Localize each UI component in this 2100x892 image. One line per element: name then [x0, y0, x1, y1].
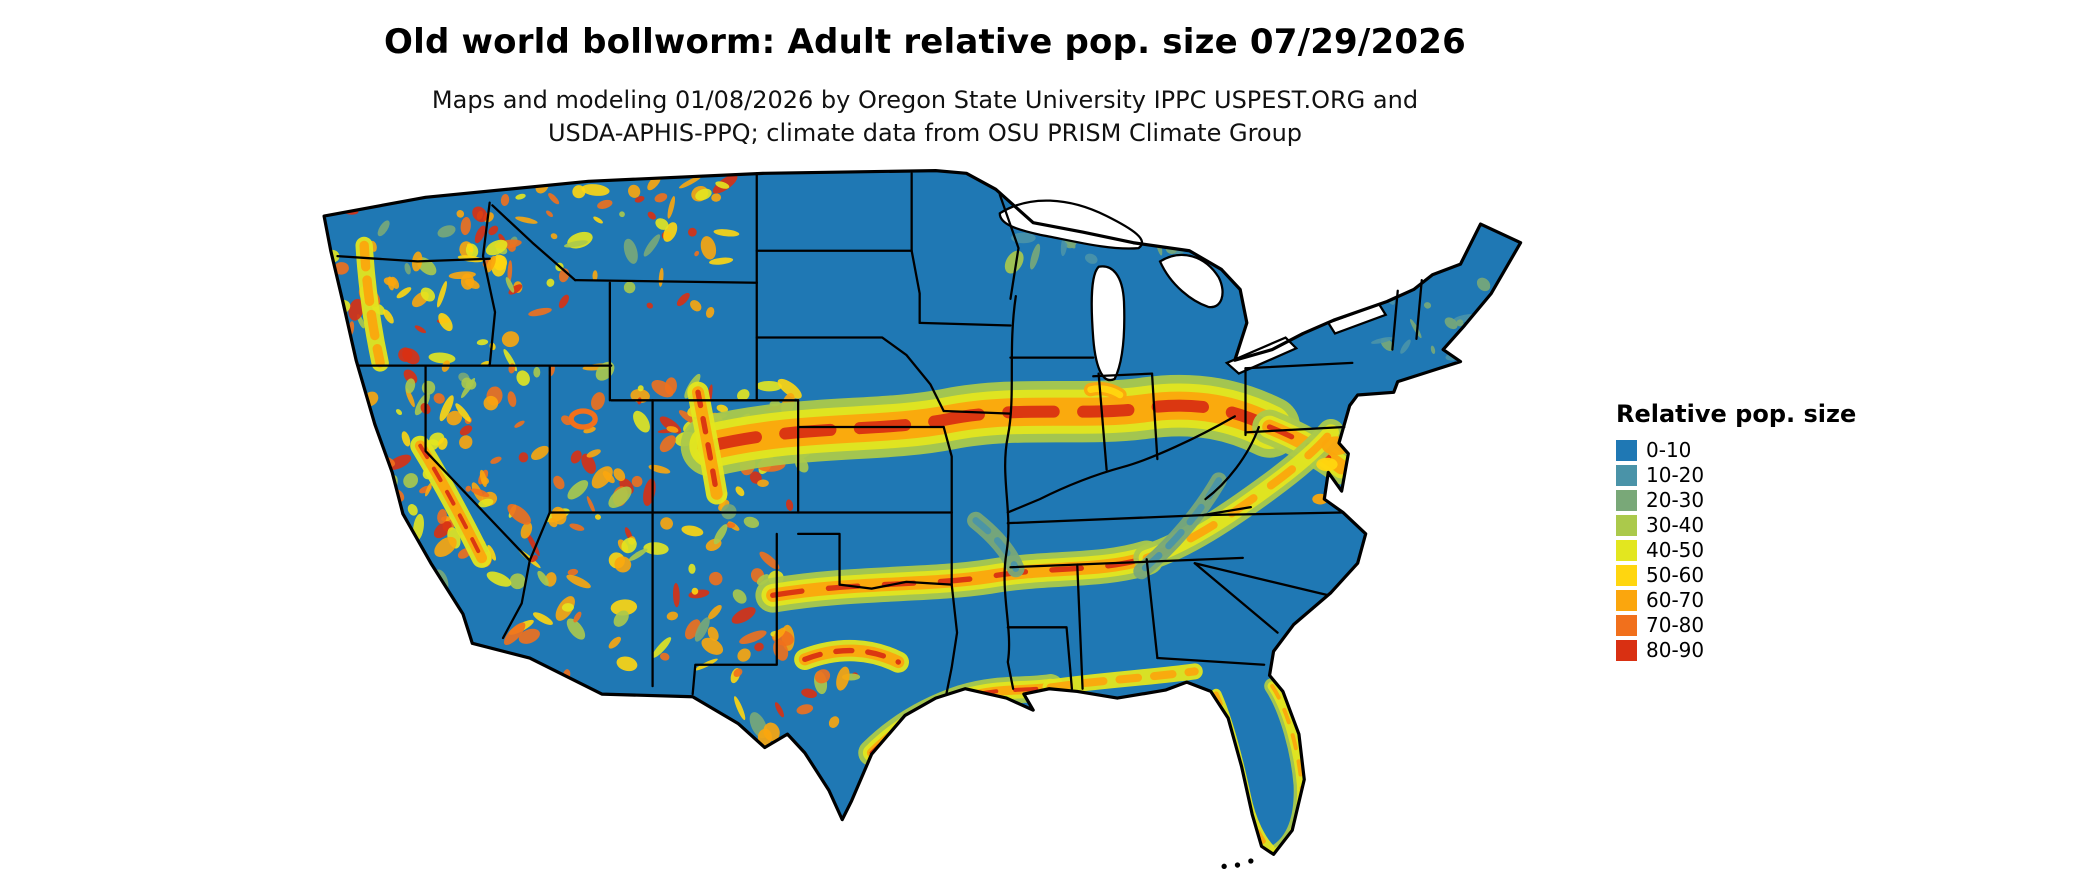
legend-label: 70-80	[1646, 613, 1705, 637]
legend-label: 10-20	[1646, 463, 1705, 487]
legend-label: 50-60	[1646, 563, 1705, 587]
legend-label: 60-70	[1646, 588, 1705, 612]
legend-item: 80-90	[1616, 638, 1856, 663]
legend-title: Relative pop. size	[1616, 400, 1857, 428]
legend-item: 10-20	[1616, 463, 1856, 488]
legend-label: 80-90	[1646, 638, 1705, 662]
legend-swatch	[1616, 565, 1637, 586]
legend-item: 40-50	[1616, 538, 1856, 563]
legend-item: 70-80	[1616, 613, 1856, 638]
subtitle-line-2: USDA-APHIS-PPQ; climate data from OSU PR…	[547, 119, 1303, 147]
legend-item: 60-70	[1616, 588, 1856, 613]
state-borders	[336, 172, 1423, 696]
page-title: Old world bollworm: Adult relative pop. …	[384, 22, 1466, 62]
florida-keys	[1221, 858, 1254, 870]
legend-label: 20-30	[1646, 488, 1705, 512]
legend-item: 0-10	[1616, 438, 1856, 463]
legend: Relative pop. size 0-10 10-20 20-30 30-40 40…	[1616, 400, 1856, 663]
legend-items: 0-10 10-20 20-30 30-40 40-50 50-60 60-70 70-80 8…	[1616, 438, 1856, 663]
map-figure	[268, 162, 1570, 891]
heat-layer	[324, 170, 1521, 855]
subtitle-line-1: Maps and modeling 01/08/2026 by Oregon S…	[431, 86, 1419, 114]
legend-swatch	[1616, 615, 1637, 636]
us-map	[322, 169, 1523, 870]
legend-label: 0-10	[1646, 438, 1692, 462]
legend-swatch	[1616, 515, 1637, 536]
lake-huron	[1158, 253, 1224, 309]
legend-swatch	[1616, 640, 1637, 661]
legend-item: 30-40	[1616, 513, 1856, 538]
legend-label: 40-50	[1646, 538, 1705, 562]
legend-swatch	[1616, 490, 1637, 511]
legend-swatch	[1616, 590, 1637, 611]
legend-item: 50-60	[1616, 563, 1856, 588]
legend-swatch	[1616, 440, 1637, 461]
legend-label: 30-40	[1646, 513, 1705, 537]
legend-swatch	[1616, 540, 1637, 561]
legend-swatch	[1616, 465, 1637, 486]
us-outline	[322, 169, 1523, 856]
subtitle: Maps and modeling 01/08/2026 by Oregon S…	[0, 84, 1850, 150]
lake-michigan	[1090, 265, 1126, 382]
legend-item: 20-30	[1616, 488, 1856, 513]
